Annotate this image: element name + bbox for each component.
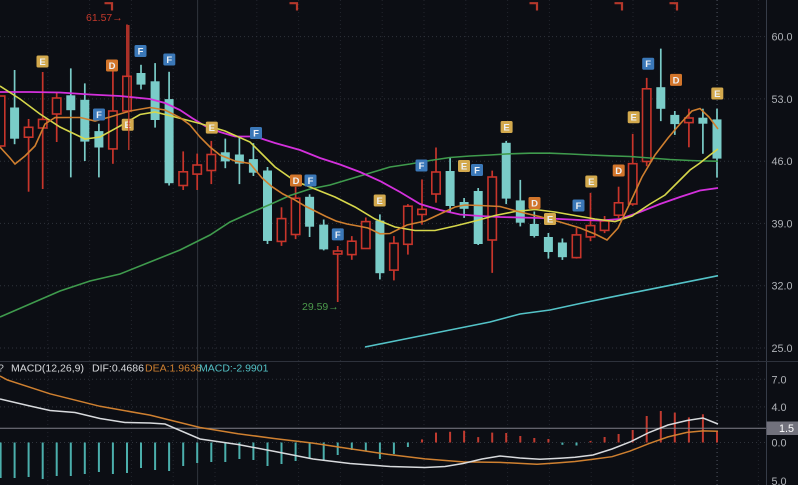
svg-text:D: D [109, 61, 116, 72]
svg-text:E: E [209, 123, 215, 134]
svg-text:D: D [673, 75, 680, 86]
svg-text:25.0: 25.0 [772, 343, 793, 355]
svg-text:E: E [39, 57, 45, 68]
svg-text:F: F [166, 55, 172, 66]
svg-text:F: F [645, 59, 651, 70]
svg-text:F: F [253, 128, 259, 139]
svg-text:7.0: 7.0 [772, 374, 787, 386]
svg-text:DEA:1.9636: DEA:1.9636 [145, 363, 202, 375]
svg-text:F: F [419, 161, 425, 172]
svg-text:46.0: 46.0 [772, 156, 793, 168]
svg-text:E: E [461, 161, 467, 172]
svg-text:F: F [138, 46, 144, 57]
svg-text:E: E [503, 122, 509, 133]
svg-text:1.5: 1.5 [779, 423, 794, 435]
svg-text:4.0: 4.0 [772, 402, 787, 414]
svg-text:F: F [335, 230, 341, 241]
svg-text:DIF:0.4686: DIF:0.4686 [92, 363, 144, 375]
svg-text:E: E [631, 113, 637, 124]
svg-text:E: E [125, 120, 131, 131]
svg-text:5.0: 5.0 [772, 476, 787, 485]
svg-text:?: ? [0, 363, 4, 375]
svg-text:E: E [588, 177, 594, 188]
svg-text:29.59→: 29.59→ [302, 301, 339, 313]
svg-text:39.0: 39.0 [772, 218, 793, 230]
svg-text:E: E [714, 89, 720, 100]
svg-text:32.0: 32.0 [772, 281, 793, 293]
svg-text:53.0: 53.0 [772, 94, 793, 106]
svg-text:F: F [308, 176, 314, 187]
svg-text:D: D [615, 166, 622, 177]
svg-text:F: F [576, 201, 582, 212]
svg-text:61.57→: 61.57→ [86, 12, 123, 24]
svg-text:MACD(12,26,9): MACD(12,26,9) [11, 363, 84, 375]
svg-text:D: D [531, 198, 538, 209]
svg-text:D: D [293, 176, 300, 187]
svg-text:F: F [474, 165, 480, 176]
svg-text:F: F [96, 110, 102, 121]
svg-text:E: E [547, 214, 553, 225]
svg-text:E: E [377, 196, 383, 207]
svg-text:MACD:-2.9901: MACD:-2.9901 [199, 363, 269, 375]
svg-text:0.0: 0.0 [772, 438, 787, 450]
svg-text:60.0: 60.0 [772, 32, 793, 44]
